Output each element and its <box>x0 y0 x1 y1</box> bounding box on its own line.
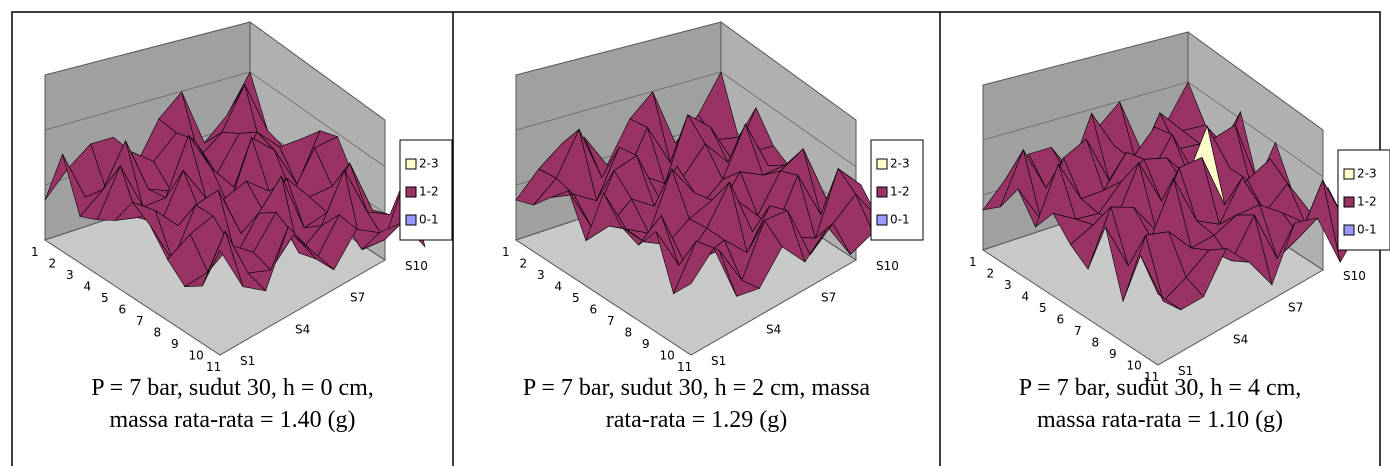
x-axis-label: 3 <box>1004 278 1012 292</box>
x-axis-label: 6 <box>119 303 127 317</box>
x-axis-label: 4 <box>84 280 92 294</box>
y-axis-label: S10 <box>1343 269 1366 283</box>
legend-swatch <box>1343 168 1355 180</box>
x-axis-label: 11 <box>1144 370 1159 384</box>
caption: rata-rata = 1.29 (g) <box>606 407 787 433</box>
caption: P = 7 bar, sudut 30, h = 4 cm, <box>1019 375 1302 401</box>
legend-label: 1-2 <box>890 185 910 199</box>
x-axis-label: 2 <box>987 267 995 281</box>
y-axis-label: S7 <box>821 291 836 305</box>
legend-label: 1-2 <box>1357 195 1377 209</box>
x-axis-label: 2 <box>520 257 528 271</box>
surface-facet <box>672 240 715 295</box>
legend-swatch <box>876 158 888 170</box>
legend-swatch <box>1343 196 1355 208</box>
x-axis-label: 3 <box>537 268 545 282</box>
x-axis-label: 10 <box>189 349 204 363</box>
x-axis-label: 10 <box>1127 359 1142 373</box>
x-axis-label: 9 <box>171 337 179 351</box>
legend-swatch <box>1343 224 1355 236</box>
legend-swatch <box>405 158 417 170</box>
legend-swatch <box>405 186 417 198</box>
y-axis-label: S1 <box>1178 364 1193 378</box>
y-axis-label: S10 <box>405 259 428 273</box>
x-axis-label: 9 <box>1109 347 1117 361</box>
x-axis-label: 5 <box>1039 301 1047 315</box>
legend-label: 1-2 <box>419 185 439 199</box>
legend-swatch <box>405 214 417 226</box>
x-axis-label: 7 <box>1074 324 1082 338</box>
x-axis-label: 6 <box>1057 313 1065 327</box>
caption: massa rata-rata = 1.10 (g) <box>1037 407 1283 433</box>
legend-label: 2-3 <box>890 157 910 171</box>
legend-swatch <box>876 214 888 226</box>
legend-label: 0-1 <box>890 213 910 227</box>
x-axis-label: 9 <box>642 337 650 351</box>
y-axis-label: S1 <box>240 354 255 368</box>
x-axis-label: 6 <box>590 303 598 317</box>
x-axis-label: 4 <box>555 280 563 294</box>
y-axis-label: S4 <box>295 322 310 336</box>
x-axis-label: 2 <box>49 257 57 271</box>
y-axis-label: S1 <box>711 354 726 368</box>
x-axis-label: 11 <box>206 360 221 374</box>
y-axis-label: S7 <box>350 291 365 305</box>
caption: massa rata-rata = 1.40 (g) <box>109 407 355 433</box>
x-axis-label: 10 <box>660 349 675 363</box>
surface-facet <box>202 230 244 287</box>
surface-facet <box>1140 255 1181 311</box>
legend-swatch <box>876 186 888 198</box>
y-axis-label: S10 <box>876 259 899 273</box>
y-axis-label: S4 <box>1233 332 1248 346</box>
x-axis-label: 3 <box>66 268 74 282</box>
y-axis-label: S4 <box>766 322 781 336</box>
legend-label: 2-3 <box>1357 167 1377 181</box>
caption: P = 7 bar, sudut 30, h = 2 cm, massa <box>523 375 871 401</box>
x-axis-label: 4 <box>1022 290 1030 304</box>
legend-label: 0-1 <box>419 213 439 227</box>
x-axis-label: 11 <box>677 360 692 374</box>
x-axis-label: 5 <box>101 291 109 305</box>
x-axis-label: 1 <box>31 245 39 259</box>
y-axis-label: S7 <box>1288 301 1303 315</box>
x-axis-label: 8 <box>1092 336 1100 350</box>
x-axis-label: 5 <box>572 291 580 305</box>
legend-label: 2-3 <box>419 157 439 171</box>
x-axis-label: 8 <box>625 326 633 340</box>
x-axis-label: 8 <box>154 326 162 340</box>
x-axis-label: 1 <box>969 255 977 269</box>
x-axis-label: 7 <box>607 314 615 328</box>
x-axis-label: 7 <box>136 314 144 328</box>
caption: P = 7 bar, sudut 30, h = 0 cm, <box>91 375 374 401</box>
x-axis-label: 1 <box>502 245 510 259</box>
legend-label: 0-1 <box>1357 223 1377 237</box>
